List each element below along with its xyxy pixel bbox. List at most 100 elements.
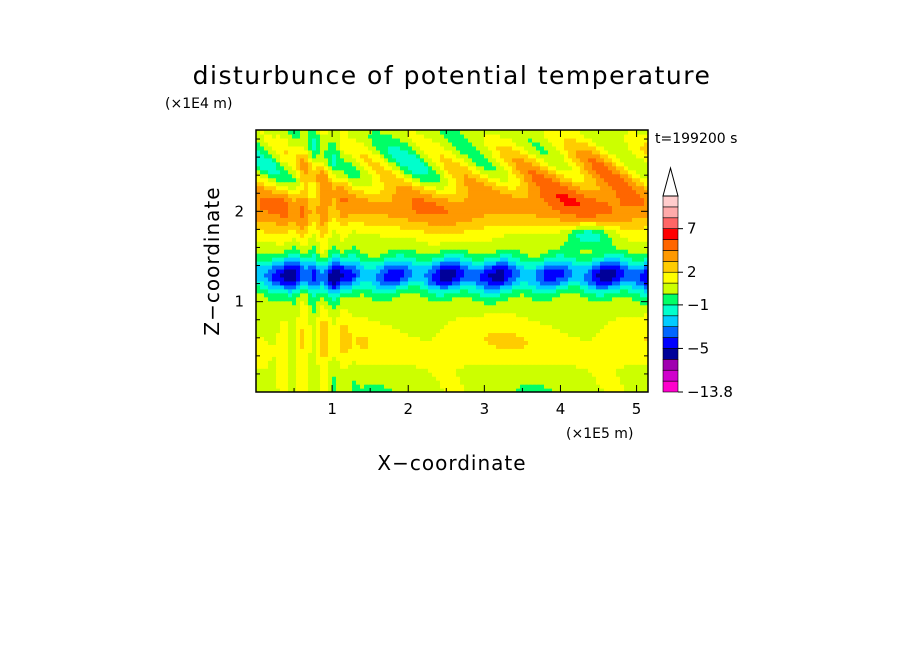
field-cell (504, 201, 509, 207)
field-cell (296, 276, 301, 282)
field-cell (564, 332, 569, 338)
field-cell (640, 197, 645, 203)
field-cell (620, 384, 625, 389)
field-cell (264, 280, 269, 286)
field-cell (468, 384, 473, 389)
field-cell (344, 209, 349, 214)
field-cell (452, 241, 457, 246)
field-cell (396, 197, 401, 203)
field-cell (316, 284, 321, 290)
field-cell (320, 217, 325, 222)
field-cell (280, 276, 285, 282)
field-cell (412, 205, 417, 210)
field-cell (492, 189, 497, 195)
field-cell (520, 328, 525, 334)
field-cell (532, 272, 537, 278)
field-cell (464, 320, 469, 326)
field-cell (292, 193, 297, 199)
field-cell (344, 201, 349, 207)
field-cell (596, 304, 601, 310)
field-cell (536, 324, 541, 330)
field-cell (432, 292, 437, 298)
field-cell (448, 264, 453, 270)
field-cell (396, 272, 401, 278)
field-cell (268, 245, 273, 250)
field-cell (372, 348, 377, 353)
field-cell (460, 388, 465, 392)
field-cell (580, 233, 585, 238)
field-cell (380, 241, 385, 246)
field-cell (536, 264, 541, 270)
field-cell (524, 284, 529, 290)
field-cell (560, 308, 565, 314)
field-cell (340, 332, 345, 338)
field-cell (448, 189, 453, 195)
field-cell (644, 249, 648, 254)
field-cell (388, 308, 393, 314)
field-cell (488, 328, 493, 334)
field-cell (284, 225, 289, 230)
field-cell (604, 288, 609, 294)
field-cell (576, 276, 581, 282)
field-cell (452, 201, 457, 207)
field-cell (492, 368, 497, 373)
field-cell (424, 268, 429, 274)
field-cell (600, 320, 605, 326)
field-cell (516, 257, 521, 262)
field-cell (340, 253, 345, 258)
field-cell (340, 197, 345, 203)
field-cell (296, 197, 301, 203)
field-cell (544, 213, 549, 218)
field-cell (572, 380, 577, 385)
field-cell (496, 316, 501, 322)
field-cell (644, 296, 648, 302)
field-cell (456, 288, 461, 294)
field-cell (368, 380, 373, 385)
field-cell (592, 348, 597, 353)
field-cell (528, 221, 533, 226)
field-cell (496, 360, 501, 365)
field-cell (468, 380, 473, 385)
field-cell (432, 272, 437, 278)
field-cell (620, 197, 625, 203)
field-cell (536, 344, 541, 349)
field-cell (384, 225, 389, 230)
field-cell (512, 245, 517, 250)
field-cell (484, 268, 489, 274)
field-cell (628, 272, 633, 278)
field-cell (404, 280, 409, 286)
field-cell (572, 372, 577, 377)
field-cell (632, 304, 637, 310)
field-cell (540, 296, 545, 302)
field-cell (324, 197, 329, 203)
field-cell (628, 225, 633, 230)
field-cell (316, 388, 321, 392)
field-cell (476, 332, 481, 338)
field-cell (512, 328, 517, 334)
field-cell (336, 372, 341, 377)
field-cell (404, 356, 409, 361)
field-cell (516, 340, 521, 345)
field-cell (524, 221, 529, 226)
field-cell (472, 197, 477, 203)
field-cell (432, 352, 437, 357)
field-cell (376, 197, 381, 203)
field-cell (332, 237, 337, 242)
field-cell (604, 352, 609, 357)
field-cell (564, 205, 569, 210)
field-cell (484, 221, 489, 226)
field-cell (484, 328, 489, 334)
field-cell (380, 249, 385, 254)
field-cell (472, 296, 477, 302)
field-cell (384, 380, 389, 385)
field-cell (436, 372, 441, 377)
field-cell (608, 312, 613, 318)
field-cell (348, 272, 353, 278)
field-cell (624, 233, 629, 238)
field-cell (416, 197, 421, 203)
field-cell (584, 261, 589, 266)
field-cell (312, 225, 317, 230)
field-cell (480, 209, 485, 214)
field-cell (440, 324, 445, 330)
field-cell (624, 340, 629, 345)
